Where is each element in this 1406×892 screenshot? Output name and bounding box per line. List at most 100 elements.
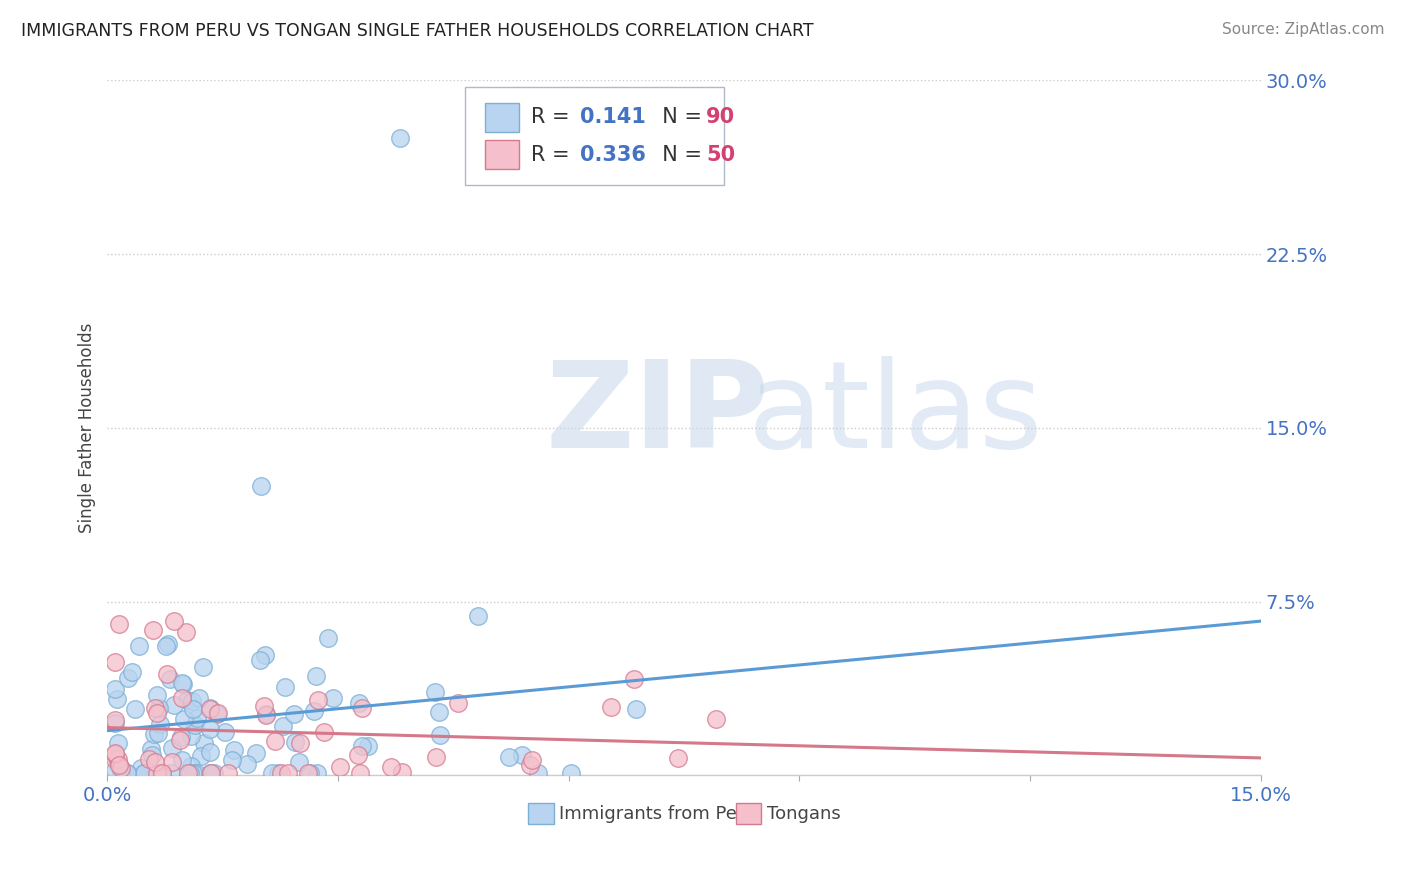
Point: [117, 671, 139, 685]
Point: [176, 625, 198, 640]
Point: [312, 724, 335, 739]
Point: [624, 702, 647, 716]
Point: [108, 758, 131, 772]
Point: [138, 752, 160, 766]
Point: [270, 766, 292, 780]
Point: [124, 701, 146, 715]
Point: [666, 751, 689, 765]
Text: R =: R =: [530, 145, 576, 165]
Point: [141, 748, 163, 763]
Point: [262, 766, 284, 780]
Point: [107, 736, 129, 750]
Point: [104, 747, 127, 761]
Point: [148, 717, 170, 731]
Point: [352, 739, 374, 754]
Point: [277, 766, 299, 780]
Point: [302, 705, 325, 719]
Point: [271, 719, 294, 733]
Point: [254, 708, 277, 723]
Text: N =: N =: [650, 107, 709, 128]
Text: 0.141: 0.141: [581, 107, 647, 128]
Point: [307, 693, 329, 707]
Point: [172, 677, 194, 691]
Point: [121, 665, 143, 679]
Point: [380, 760, 402, 774]
Point: [288, 755, 311, 769]
Point: [145, 706, 167, 720]
Point: [264, 734, 287, 748]
Point: [350, 701, 373, 715]
Point: [107, 752, 129, 766]
Point: [173, 712, 195, 726]
Point: [193, 660, 215, 674]
Point: [388, 131, 411, 145]
Point: [150, 766, 173, 780]
Point: [183, 718, 205, 732]
Point: [346, 748, 368, 763]
Point: [104, 716, 127, 731]
Point: [177, 766, 200, 780]
Point: [183, 766, 205, 780]
Point: [156, 666, 179, 681]
Point: [139, 741, 162, 756]
Point: [170, 753, 193, 767]
Point: [520, 753, 543, 767]
Point: [429, 728, 451, 742]
Point: [498, 750, 520, 764]
Point: [425, 750, 447, 764]
Point: [107, 756, 129, 771]
FancyBboxPatch shape: [485, 103, 519, 132]
Point: [104, 656, 127, 670]
Point: [267, 766, 290, 780]
Point: [446, 696, 468, 710]
Point: [519, 758, 541, 772]
Point: [107, 616, 129, 631]
Point: [467, 609, 489, 624]
Point: [110, 766, 132, 780]
Text: Tongans: Tongans: [768, 805, 841, 822]
Point: [146, 766, 169, 780]
Point: [104, 682, 127, 697]
Point: [132, 766, 155, 780]
Point: [146, 688, 169, 702]
Point: [155, 639, 177, 653]
Point: [176, 693, 198, 707]
Point: [129, 761, 152, 775]
Point: [207, 706, 229, 721]
Point: [512, 748, 534, 763]
Point: [214, 724, 236, 739]
Point: [217, 766, 239, 780]
Point: [115, 766, 138, 780]
Point: [186, 711, 208, 725]
Point: [104, 746, 127, 760]
Point: [253, 698, 276, 713]
Text: Immigrants from Peru: Immigrants from Peru: [560, 805, 756, 822]
Point: [198, 745, 221, 759]
Point: [245, 746, 267, 760]
Point: [169, 732, 191, 747]
Point: [249, 653, 271, 667]
Point: [200, 722, 222, 736]
Point: [150, 766, 173, 780]
Text: IMMIGRANTS FROM PERU VS TONGAN SINGLE FATHER HOUSEHOLDS CORRELATION CHART: IMMIGRANTS FROM PERU VS TONGAN SINGLE FA…: [21, 22, 814, 40]
Point: [128, 639, 150, 653]
Point: [180, 729, 202, 743]
Point: [104, 763, 127, 777]
Point: [110, 761, 132, 775]
Point: [142, 624, 165, 638]
Point: [347, 696, 370, 710]
Point: [105, 692, 128, 706]
Point: [172, 691, 194, 706]
Point: [160, 766, 183, 780]
Point: [143, 727, 166, 741]
Point: [163, 614, 186, 628]
Point: [202, 766, 225, 780]
Point: [560, 766, 582, 780]
Point: [427, 705, 450, 719]
Point: [391, 765, 413, 780]
FancyBboxPatch shape: [735, 803, 761, 824]
Y-axis label: Single Father Households: Single Father Households: [79, 323, 96, 533]
Point: [160, 741, 183, 756]
Point: [190, 749, 212, 764]
Point: [349, 766, 371, 780]
